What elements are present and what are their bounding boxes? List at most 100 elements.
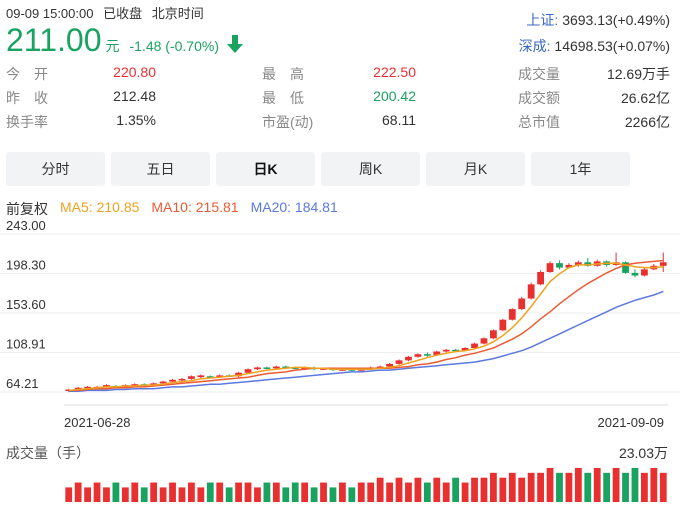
volume-bar	[423, 482, 431, 502]
volume-bar	[197, 487, 205, 502]
stat-value: 212.48	[113, 88, 156, 104]
volume-bar	[339, 482, 346, 502]
candle-body	[320, 368, 327, 370]
index-value: 3693.13(+0.49%)	[562, 12, 670, 28]
candle-body	[565, 264, 573, 268]
volume-bar	[140, 487, 148, 502]
candle-body	[254, 367, 261, 370]
volume-bar	[65, 487, 73, 502]
ma10-line	[68, 259, 664, 392]
index-shenzhen[interactable]: 深成: 14698.53(+0.07%)	[519, 36, 670, 56]
candle-body	[272, 366, 280, 369]
timezone: 北京时间	[151, 6, 204, 21]
candle-body	[188, 376, 195, 379]
stat-label: 成交量	[518, 66, 560, 82]
candle-body	[442, 349, 450, 352]
tab-0[interactable]: 分时	[6, 152, 105, 186]
tab-3[interactable]: 周K	[321, 152, 420, 186]
volume-bar	[490, 472, 497, 502]
stat-item: 换手率 1.35%	[6, 112, 674, 132]
candle-body	[546, 263, 554, 272]
volume-bar	[169, 482, 176, 502]
tab-2[interactable]: 日K	[216, 152, 315, 186]
volume-bar	[405, 482, 412, 502]
candle-body	[197, 375, 205, 378]
datetime: 09-09 15:00:00	[6, 6, 94, 21]
ma-legend: 前复权 MA5: 210.85 MA10: 215.81 MA20: 184.8…	[6, 199, 338, 219]
candle-body	[216, 375, 224, 378]
candle-body	[395, 360, 403, 364]
stat-value: 12.69万手	[606, 66, 670, 82]
ma10-label: MA10: 215.81	[151, 199, 239, 215]
candle-body	[631, 272, 639, 276]
volume-bar	[103, 487, 110, 502]
candle-body	[537, 271, 544, 285]
candle-body	[622, 262, 629, 273]
y-tick-label: 243.00	[6, 218, 46, 233]
candle-body	[235, 372, 242, 377]
candle-body	[471, 343, 478, 348]
candle-body	[357, 369, 365, 371]
candle-body	[480, 338, 488, 344]
volume-bar	[414, 477, 422, 502]
tab-1[interactable]: 五日	[111, 152, 210, 186]
stat-label: 成交额	[518, 90, 560, 106]
candle-body	[263, 367, 271, 369]
volume-bar	[225, 487, 233, 502]
stat-label: 市盈(动)	[262, 114, 314, 130]
volume-bar	[367, 482, 375, 502]
volume-bar	[206, 482, 214, 502]
stat-label: 最 低	[262, 90, 304, 106]
volume-bar	[442, 482, 450, 502]
tab-4[interactable]: 月K	[426, 152, 525, 186]
volume-bar	[74, 482, 82, 502]
candle-body	[499, 319, 507, 331]
stat-item: 成交额 26.62亿	[6, 88, 674, 108]
stat-item: 最 高 222.50	[6, 64, 674, 84]
stat-value: 2266亿	[624, 114, 670, 130]
volume-bar	[612, 467, 620, 502]
candle-body	[103, 385, 110, 387]
stat-value: 1.35%	[116, 112, 156, 128]
volume-bar	[376, 477, 384, 502]
stat-item: 今 开 220.80	[6, 64, 674, 84]
stat-label: 换手率	[6, 114, 48, 130]
volume-bar	[329, 487, 337, 502]
adjust-label[interactable]: 前复权	[6, 201, 48, 217]
candle-body	[574, 262, 582, 265]
candle-body	[490, 330, 497, 339]
volume-bar	[518, 477, 526, 502]
down-arrow-icon	[226, 35, 243, 53]
stat-item: 昨 收 212.48	[6, 88, 674, 108]
candle-body	[584, 262, 592, 266]
current-price: 211.00	[6, 22, 102, 58]
volume-bar	[93, 482, 101, 502]
volume-bar	[254, 487, 261, 502]
candle-body	[291, 367, 299, 369]
price-row: 211.00 元 -1.48 (-0.70%)	[6, 22, 243, 59]
volume-bar	[565, 472, 573, 502]
volume-bar	[499, 477, 507, 502]
x-tick-label: 2021-06-28	[64, 415, 131, 430]
volume-bar	[235, 482, 242, 502]
stat-value: 68.11	[382, 112, 416, 128]
chart-tabs: 分时 五日 日K 周K 月K 1年	[6, 152, 630, 186]
volume-bar	[574, 467, 582, 502]
volume-bar	[556, 472, 563, 502]
tab-5[interactable]: 1年	[531, 152, 630, 186]
candle-body	[405, 356, 412, 361]
index-name: 深成:	[518, 38, 551, 54]
volume-bar	[593, 467, 601, 502]
stat-item: 最 低 200.42	[6, 88, 674, 108]
volume-bar	[244, 482, 252, 502]
candle-body	[414, 354, 422, 357]
volume-bar	[395, 477, 403, 502]
volume-bar	[178, 487, 186, 502]
candle-body	[159, 381, 167, 384]
index-name: 上证:	[526, 12, 559, 28]
volume-bar	[301, 482, 309, 502]
volume-bar	[216, 482, 224, 502]
index-shanghai[interactable]: 上证: 3693.13(+0.49%)	[526, 10, 670, 30]
volume-bar	[188, 482, 195, 502]
